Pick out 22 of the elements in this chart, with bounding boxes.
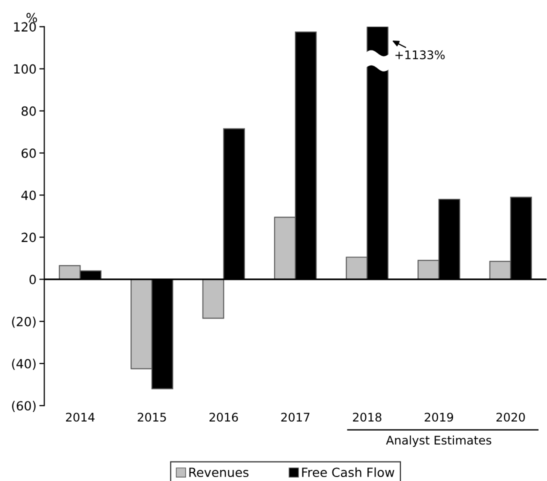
x-tick-label: 2019 [424, 412, 454, 422]
y-tick-label: 120 [14, 22, 36, 32]
y-tick-label: (40) [12, 358, 36, 370]
x-tick-label: 2014 [66, 412, 95, 422]
legend-label: Revenues [189, 468, 248, 478]
text: Analyst Estimates [386, 436, 492, 447]
y-axis-title: % [26, 12, 37, 22]
y-tick-label: 60 [22, 148, 36, 158]
annotation: +1133% [395, 50, 445, 60]
y-tick-label: (20) [12, 316, 36, 328]
y-tick-label: (60) [12, 400, 36, 412]
y-tick-label: 20 [22, 232, 36, 242]
legend-label: Free Cash Flow [302, 467, 394, 478]
y-tick-label: 100 [14, 64, 36, 74]
x-tick-label: 2018 [352, 412, 382, 422]
x-tick-label: 2016 [210, 412, 238, 422]
y-tick-label: 0 [30, 274, 36, 284]
x-tick-label: 2015 [138, 412, 166, 422]
y-tick-label: 80 [22, 106, 36, 116]
x-tick-label: 2017 [281, 412, 310, 422]
y-tick-label: 40 [21, 190, 36, 200]
x-tick-label: 2020 [496, 412, 525, 422]
